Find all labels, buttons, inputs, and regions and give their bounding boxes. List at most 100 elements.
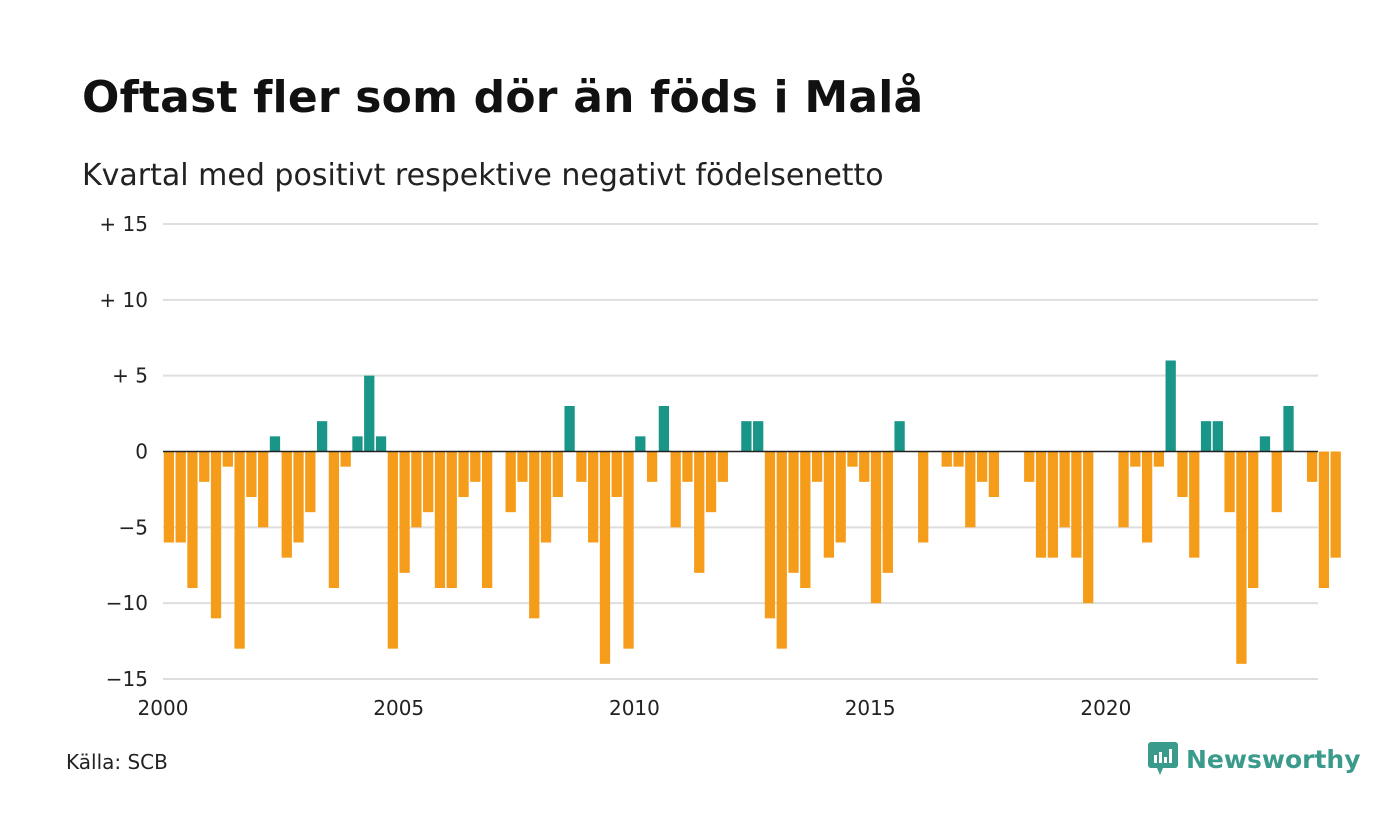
bar-negative (1047, 451, 1058, 558)
bar-negative (788, 451, 799, 573)
bar-negative (1083, 451, 1094, 604)
y-tick-label: −10 (106, 591, 148, 615)
bar-positive (364, 375, 375, 452)
bar-negative (882, 451, 893, 573)
bar-negative (1059, 451, 1070, 528)
bar-positive (1212, 421, 1223, 452)
bar-negative (717, 451, 728, 482)
bar-positive (1165, 360, 1176, 452)
brand-name: Newsworthy (1186, 744, 1361, 774)
bar-negative (1153, 451, 1165, 467)
bar-negative (1306, 451, 1318, 482)
newsworthy-logo-icon (1148, 742, 1178, 775)
bar-negative (199, 451, 210, 482)
bar-negative (941, 451, 952, 467)
bar-negative (529, 451, 540, 619)
bar-negative (505, 451, 516, 513)
bar-positive (352, 436, 363, 452)
bar-negative (1024, 451, 1035, 482)
bar-negative (1271, 451, 1282, 513)
bar-negative (517, 451, 528, 482)
bar-negative (446, 451, 457, 588)
bar-negative (918, 451, 929, 543)
bar-negative (988, 451, 1000, 497)
bar-positive (375, 436, 387, 452)
bar-positive (635, 436, 646, 452)
bar-negative (399, 451, 410, 573)
bar-negative (187, 451, 198, 588)
bar-negative (1177, 451, 1188, 497)
bar-negative (965, 451, 976, 528)
bar-negative (682, 451, 693, 482)
chart-title: Oftast fler som dör än föds i Malå (82, 72, 924, 123)
y-tick-label: −15 (106, 667, 148, 691)
bar-negative (588, 451, 599, 543)
bar-negative (1035, 451, 1047, 558)
bar-positive (894, 421, 905, 452)
bar-negative (870, 451, 882, 604)
x-tick-label: 2005 (373, 696, 424, 720)
bar-negative (1141, 451, 1153, 543)
bar-negative (694, 451, 705, 573)
bar-negative (423, 451, 434, 513)
bar-negative (1224, 451, 1235, 513)
bar-negative (611, 451, 622, 497)
bar-negative (540, 451, 552, 543)
bar-negative (340, 451, 351, 467)
bar-negative (293, 451, 304, 543)
bar-negative (1189, 451, 1200, 558)
bar-negative (222, 451, 233, 467)
bar-positive (741, 421, 752, 452)
bar-negative (835, 451, 846, 543)
bar-negative (776, 451, 787, 649)
x-tick-label: 2015 (845, 696, 896, 720)
bar-negative (623, 451, 634, 649)
bar-positive (753, 421, 764, 452)
bar-negative (1071, 451, 1082, 558)
bar-negative (411, 451, 422, 528)
y-tick-label: + 10 (99, 288, 148, 312)
bar-negative (328, 451, 340, 588)
bar-negative (800, 451, 811, 588)
bar-negative (859, 451, 870, 482)
bar-negative (258, 451, 269, 528)
bar-positive (564, 406, 575, 452)
chart-subtitle: Kvartal med positivt respektive negativt… (82, 158, 884, 193)
bar-positive (1259, 436, 1271, 452)
source-note: Källa: SCB (66, 750, 168, 774)
bar-negative (1318, 451, 1330, 588)
bar-negative (481, 451, 493, 588)
bar-negative (305, 451, 316, 513)
bar-negative (234, 451, 245, 649)
bar-positive (1200, 421, 1212, 452)
bar-negative (1130, 451, 1141, 467)
x-tick-label: 2020 (1080, 696, 1131, 720)
bar-negative (1248, 451, 1259, 588)
bar-negative (823, 451, 835, 558)
bar-negative (670, 451, 681, 528)
bar-negative (458, 451, 469, 497)
bar-negative (434, 451, 446, 588)
bar-negative (599, 451, 611, 664)
bar-negative (847, 451, 858, 467)
bar-positive (269, 436, 281, 452)
bar-positive (658, 406, 670, 452)
bar-negative (387, 451, 398, 649)
bar-negative (552, 451, 563, 497)
bar-negative (1236, 451, 1247, 664)
brand-logo: Newsworthy (1148, 742, 1361, 776)
y-tick-label: + 15 (99, 212, 148, 236)
bar-negative (1330, 451, 1341, 558)
bar-negative (281, 451, 292, 558)
bar-negative (953, 451, 964, 467)
bar-negative (764, 451, 776, 619)
y-tick-label: −5 (119, 515, 148, 539)
bar-negative (1118, 451, 1129, 528)
bar-negative (576, 451, 587, 482)
bar-positive (316, 421, 328, 452)
y-tick-label: + 5 (112, 364, 148, 388)
bar-negative (246, 451, 257, 497)
y-tick-label: 0 (135, 440, 148, 464)
bar-negative (976, 451, 988, 482)
bar-negative (175, 451, 186, 543)
